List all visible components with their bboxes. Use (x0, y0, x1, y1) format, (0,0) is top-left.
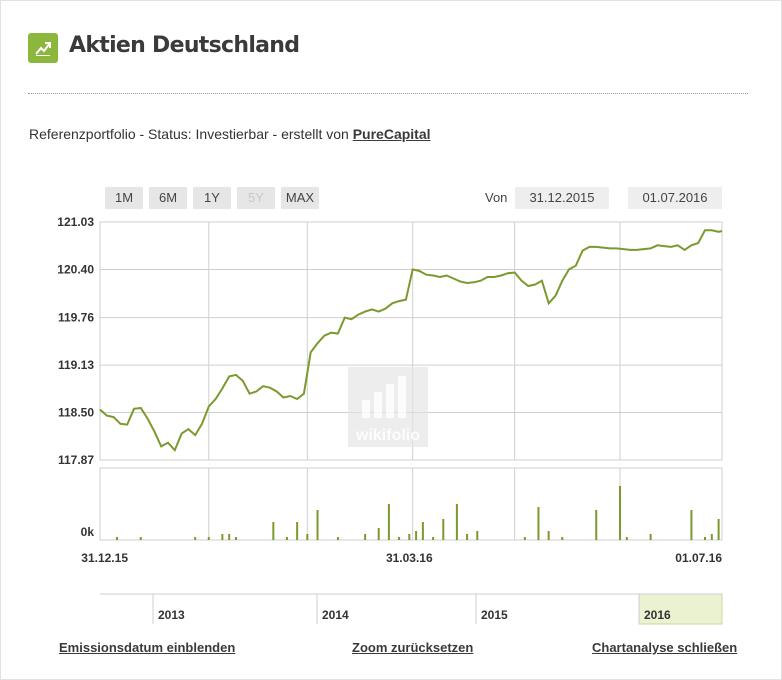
price-plot-frame (99, 221, 723, 461)
y-tick-label: 121.03 (57, 215, 94, 229)
x-tick-label: 31.03.16 (386, 551, 433, 565)
divider (28, 93, 748, 94)
volume-bar (316, 510, 319, 540)
volume-bar (234, 537, 237, 540)
watermark-text: wikifolio (355, 427, 420, 444)
close-chart-analysis-link[interactable]: Chartanalyse schließen (592, 640, 738, 655)
navigator-year-label: 2013 (158, 608, 185, 622)
from-label: Von (485, 190, 508, 205)
volume-bar (139, 537, 142, 540)
volume-bar (364, 534, 367, 540)
volume-bar (476, 531, 479, 540)
price-series-line (99, 229, 723, 453)
volume-bar (455, 504, 458, 540)
navigator-year-label: 2016 (644, 608, 671, 622)
volume-bar (547, 531, 550, 540)
volume-bar (387, 504, 390, 540)
volume-bar (690, 510, 693, 540)
range-1m-button[interactable]: 1M (105, 187, 143, 209)
x-tick-label: 31.12.15 (81, 551, 128, 565)
volume-bar (710, 534, 713, 540)
x-tick-label: 01.07.16 (675, 551, 722, 565)
volume-bar (408, 534, 411, 540)
y-tick-label: 119.76 (58, 311, 94, 325)
volume-bar (377, 528, 380, 540)
volume-bar (717, 519, 720, 540)
volume-plot-frame (99, 467, 723, 541)
volume-bar (595, 510, 598, 540)
navigator-year-label: 2014 (322, 608, 349, 622)
volume-bar (221, 534, 224, 540)
volume-bar (537, 507, 540, 540)
reset-zoom-link[interactable]: Zoom zurücksetzen (352, 640, 474, 655)
trending-up-icon (28, 33, 58, 63)
show-emission-date-link[interactable]: Emissionsdatum einblenden (59, 640, 236, 655)
volume-bar (704, 537, 707, 540)
volume-bar (272, 522, 275, 540)
volume-bar (442, 519, 445, 540)
volume-bar (228, 534, 231, 540)
volume-bar (466, 534, 469, 540)
volume-bar (285, 537, 288, 540)
volume-bar (432, 537, 435, 540)
volume-axis-label: 0k (81, 525, 95, 539)
author-link[interactable]: PureCapital (352, 126, 431, 142)
volume-bar (115, 537, 118, 540)
chart-grid (99, 221, 723, 541)
volume-bar (561, 537, 564, 540)
from-date-input[interactable]: 31.12.2015 (515, 187, 609, 209)
y-tick-label: 117.87 (58, 453, 94, 467)
volume-bar (523, 537, 526, 540)
volume-bar (336, 537, 339, 540)
volume-bar (296, 522, 299, 540)
volume-bar (415, 531, 418, 540)
to-date-input[interactable]: 01.07.2016 (628, 187, 722, 209)
range-5y-button: 5Y (237, 187, 275, 209)
range-1y-button[interactable]: 1Y (193, 187, 231, 209)
volume-bar (306, 534, 309, 540)
volume-bar (625, 537, 628, 540)
status-text: Referenzportfolio - Status: Investierbar… (29, 126, 349, 142)
volume-bar (398, 537, 401, 540)
wikifolio-watermark: wikifolio (348, 367, 428, 447)
time-navigator[interactable]: 2013 2014 2015 2016 (100, 593, 723, 625)
volume-bar (207, 537, 210, 540)
volume-bar (619, 486, 622, 540)
portfolio-status-line: Referenzportfolio - Status: Investierbar… (29, 126, 431, 142)
navigator-selection (638, 593, 723, 625)
range-max-button[interactable]: MAX (281, 187, 319, 209)
range-6m-button[interactable]: 6M (149, 187, 187, 209)
navigator-year-label: 2015 (481, 608, 508, 622)
y-tick-label: 120.40 (57, 262, 94, 276)
y-tick-label: 118.50 (58, 406, 94, 420)
y-tick-label: 119.13 (58, 358, 94, 372)
volume-bar (194, 537, 197, 540)
page-title: Aktien Deutschland (69, 33, 300, 58)
volume-bar (421, 522, 424, 540)
volume-bar (649, 534, 652, 540)
